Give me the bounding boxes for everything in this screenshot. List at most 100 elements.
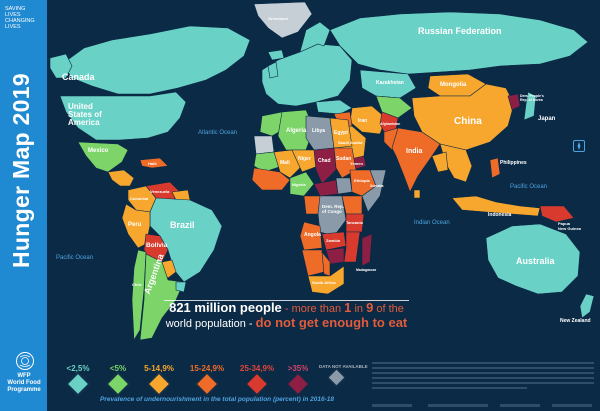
- label-brazil: Brazil: [170, 220, 195, 230]
- label-saudi: Saudi Arabia: [338, 140, 363, 145]
- label-mongolia: Mongolia: [440, 82, 467, 88]
- label-angola: Angola: [304, 232, 321, 238]
- legend-swatch: [147, 372, 171, 396]
- label-philippines: Philippines: [500, 160, 527, 166]
- region-central-asia: [375, 95, 413, 119]
- label-somalia: Somalia: [370, 184, 384, 188]
- region-chad: [313, 147, 337, 185]
- region-central-america: [107, 169, 135, 187]
- legend-item-na: DATA NOT AVAILABLE: [319, 364, 368, 392]
- legend-swatch: [66, 372, 90, 396]
- label-iran: Iran: [358, 118, 368, 124]
- label-greenland: Greenland: [268, 16, 288, 21]
- label-nigeria: Nigeria: [292, 182, 306, 187]
- region-india: [391, 127, 441, 193]
- label-egypt: Egypt: [334, 130, 348, 136]
- region-w-sahara: [253, 135, 275, 155]
- label-usa: United States of America: [68, 102, 102, 127]
- region-russia: [329, 11, 589, 75]
- region-sri-lanka: [413, 189, 421, 199]
- region-madagascar: [361, 233, 373, 267]
- label-pacific-ocean-left: Pacific Ocean: [56, 255, 94, 261]
- region-greenland: [253, 1, 313, 39]
- label-kazakhstan: Kazakhstan: [376, 80, 404, 86]
- label-zambia: Zambia: [326, 238, 341, 243]
- label-yemen: Yemen: [350, 161, 363, 166]
- region-somalia: [361, 169, 387, 213]
- region-zimbabwe: [325, 247, 345, 265]
- region-angola: [299, 221, 323, 251]
- label-russia: Russian Federation: [418, 26, 502, 36]
- label-bolivia: Bolivia: [146, 242, 168, 249]
- label-venezuela: Venezuela: [150, 189, 170, 194]
- label-libya: Libya: [312, 128, 326, 134]
- region-new-zealand: [579, 293, 595, 319]
- sidebar: SAVING LIVES CHANGING LIVES Hunger Map 2…: [0, 0, 47, 411]
- label-sudan: Sudan: [336, 156, 352, 162]
- region-kenya-uganda: [341, 195, 363, 215]
- label-ethiopia: Ethiopia: [354, 178, 370, 183]
- label-chad: Chad: [318, 158, 331, 164]
- label-madagascar: Madagascar: [356, 268, 377, 272]
- legend-item-lt2-5: <2,5%: [63, 364, 93, 396]
- label-chile: Chile: [132, 282, 142, 287]
- region-turkey: [315, 99, 353, 115]
- label-colombia: Colombia: [130, 196, 149, 201]
- wfp-name: WFP World Food Programme: [7, 373, 41, 393]
- region-namibia: [301, 249, 325, 277]
- region-australia: [485, 223, 581, 295]
- label-japan: Japan: [538, 116, 556, 122]
- headline: 821 million people - more than 1 in 9 of…: [164, 301, 409, 331]
- label-indonesia: Indonesia: [488, 212, 512, 218]
- compass-icon: [573, 140, 585, 152]
- region-myanmar: [431, 151, 449, 173]
- label-algeria: Algeria: [286, 128, 307, 134]
- label-pacific-ocean-right: Pacific Ocean: [510, 184, 548, 190]
- label-papua: Papua New Guinea: [558, 221, 581, 231]
- region-japan: [523, 91, 537, 121]
- label-korea: Dem. People's Rep. of Korea: [520, 94, 544, 102]
- region-mexico: [77, 141, 129, 173]
- region-philippines: [489, 157, 501, 179]
- label-china: China: [454, 116, 482, 127]
- region-papua: [539, 205, 575, 223]
- methodology-note: [372, 362, 594, 406]
- wfp-logo-icon: [16, 352, 34, 370]
- label-south-africa: South Africa: [312, 280, 336, 285]
- legend-swatch: [195, 372, 219, 396]
- region-car: [313, 179, 339, 197]
- label-tanzania: Tanzania: [346, 220, 363, 225]
- region-nigeria: [289, 171, 315, 197]
- region-argentina: [139, 253, 185, 341]
- legend-item-5-14: 5-14,9%: [139, 364, 179, 396]
- legend-swatch: [106, 372, 130, 396]
- label-afghanistan: Afghanistan: [380, 122, 401, 126]
- region-korea: [507, 93, 521, 111]
- legend-item-lt5: <5%: [103, 364, 133, 396]
- headline-rule: [164, 300, 409, 301]
- legend-swatch: [326, 368, 346, 387]
- label-canada: Canada: [62, 72, 95, 82]
- label-mali: Mali: [280, 160, 290, 166]
- label-india: India: [406, 148, 423, 155]
- label-drc: Dem. Rep. of Congo: [322, 204, 345, 214]
- label-mexico: Mexico: [88, 148, 109, 154]
- region-drc: [317, 195, 347, 237]
- region-egypt: [329, 117, 353, 149]
- legend-item-25-34: 25-34,9%: [235, 364, 279, 396]
- label-indian-ocean: Indian Ocean: [414, 220, 450, 226]
- headline-line-2: world population - do not get enough to …: [165, 315, 408, 331]
- region-indonesia: [451, 195, 541, 217]
- world-map: [49, 1, 595, 342]
- label-haiti: Haiti: [148, 161, 157, 166]
- region-mauritania: [253, 151, 283, 173]
- region-mozambique: [343, 231, 361, 263]
- legend-caption: Prevalence of undernourishment in the to…: [99, 396, 335, 403]
- legend: <2,5% <5% 5-14,9% 15-24,9% 25-34,9% >35%…: [55, 364, 368, 396]
- label-niger: Niger: [298, 156, 311, 162]
- legend-swatch: [286, 372, 310, 396]
- region-alaska: [49, 53, 73, 79]
- legend-swatch: [245, 372, 269, 396]
- tagline: SAVING LIVES CHANGING LIVES: [5, 6, 35, 30]
